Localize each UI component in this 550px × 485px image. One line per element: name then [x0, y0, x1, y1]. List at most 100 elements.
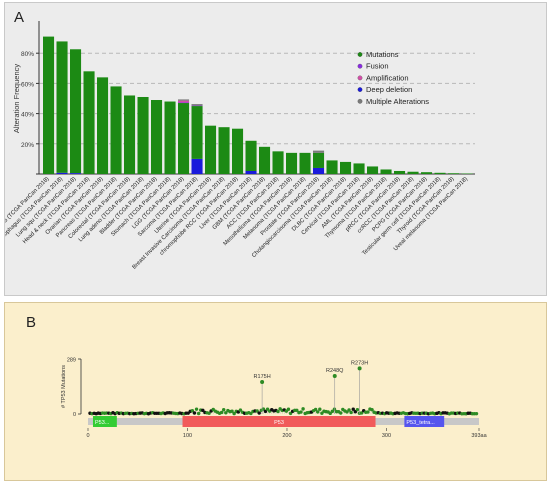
bar-deep-deletion [245, 170, 257, 174]
bar-deep-deletion [313, 167, 325, 174]
panel-a-letter: A [14, 9, 25, 26]
panel-b: B 289 0 # TP53 Mutations R175H R248Q R273H P53… [4, 302, 547, 481]
lollipop-head [232, 411, 236, 416]
lollipop-head [347, 408, 351, 412]
lollipop-head [196, 411, 201, 416]
protein-domain [92, 416, 117, 427]
x-tick-label: 100 [183, 433, 192, 439]
lollipop-head [257, 411, 261, 415]
bar-mutations [259, 146, 271, 174]
y-tick-label: 80% [21, 51, 34, 58]
protein-domain [182, 416, 376, 427]
bar-mutations [205, 125, 217, 174]
lollipop-head [224, 411, 228, 415]
bar-multiple-alterations [313, 150, 325, 153]
hotspot-head [332, 373, 337, 378]
lollipop-head [370, 408, 374, 412]
lollipop-head [192, 411, 197, 415]
x-tick-label: 200 [282, 433, 291, 439]
domain-label: P53 [274, 420, 284, 426]
lollipop-head [286, 407, 291, 411]
lollipop-head [355, 407, 360, 412]
y-tick-label: 60% [21, 81, 34, 88]
lollipop-head [295, 408, 299, 412]
protein-domain [404, 416, 445, 427]
hotspot-head [357, 366, 362, 371]
lollipop-head [301, 407, 305, 411]
bar-mutations [245, 140, 257, 171]
y-tick-label: 289 [67, 358, 76, 364]
lollipop-head [366, 410, 370, 414]
y-axis-label: # TP53 Mutations [61, 365, 67, 408]
domain-label: P53_tetra... [406, 420, 435, 426]
lollipop-head [219, 410, 224, 415]
legend-marker [357, 87, 363, 92]
bar-mutations [43, 36, 55, 175]
tp53-lollipop-plot: 289 0 # TP53 Mutations R175H R248Q R273H P53..… [61, 358, 488, 440]
legend-label: Mutations [366, 50, 399, 59]
legend-marker [357, 52, 363, 57]
lollipop-head [474, 411, 479, 416]
bar-mutations [421, 172, 433, 174]
hotspot-head [260, 380, 265, 385]
lollipop-head [207, 411, 211, 415]
bar-amplification [178, 100, 190, 103]
lollipop-head [190, 409, 195, 413]
bar-mutations [434, 172, 446, 174]
lollipop-head [263, 409, 268, 414]
lollipop-head [353, 410, 358, 414]
bar-deep-deletion [56, 172, 68, 174]
lollipop-head [201, 408, 205, 413]
lollipop-head [330, 409, 335, 414]
lollipop-head [222, 408, 226, 412]
lollipop-head [339, 411, 343, 415]
bar-mutations [380, 169, 392, 174]
bar-multiple-alterations [191, 104, 203, 106]
legend-marker [357, 75, 363, 81]
lollipop-head [230, 409, 234, 413]
y-tick-label: 40% [21, 112, 34, 119]
legend-marker [357, 98, 363, 104]
bar-mutations [110, 86, 122, 174]
bar-deep-deletion [70, 173, 82, 174]
bar-mutations [97, 77, 109, 174]
legend-label: Multiple Alterations [366, 97, 429, 106]
bar-mutations [164, 101, 176, 174]
lollipop-head [255, 409, 259, 413]
bar-mutations [407, 171, 419, 174]
bar-mutations [137, 96, 149, 174]
lollipop-head [351, 407, 355, 411]
bar-deep-deletion [191, 158, 203, 174]
lollipop-head [276, 409, 280, 414]
bar-mutations [286, 152, 298, 174]
bar-mutations [340, 161, 352, 174]
bar-mutations [367, 166, 379, 174]
y-tick-label: 20% [21, 142, 34, 149]
bar-mutations [191, 106, 203, 159]
legend-label: Deep deletion [366, 85, 412, 94]
x-tick-label: 393aa [471, 433, 487, 439]
legend-marker [357, 63, 363, 69]
bar-mutations [56, 41, 68, 173]
bar-mutations [326, 160, 338, 174]
bar-mutations [232, 128, 244, 174]
lollipop-head [194, 407, 199, 411]
lollipop-head [288, 411, 293, 416]
bar-mutations [124, 95, 136, 174]
hotspot-label: R248Q [326, 368, 344, 374]
bar-mutations [218, 127, 230, 174]
bar-mutations [178, 103, 190, 174]
lollipop-head [249, 411, 253, 416]
panel-a: A 20%40%60%80%Alteration FrequencyUterin… [0, 2, 547, 296]
x-tick-label: 0 [86, 433, 89, 439]
lollipop-head [349, 410, 353, 415]
legend-label: Amplification [366, 73, 409, 82]
x-tick-label: 300 [382, 433, 391, 439]
bar-mutations [272, 151, 284, 174]
y-axis-label: Alteration Frequency [12, 64, 21, 133]
lollipop-head [313, 407, 318, 412]
bar-mutations [70, 49, 82, 174]
domain-label: P53... [95, 420, 110, 426]
bar-mutations [83, 71, 95, 174]
bar-mutations [299, 152, 311, 174]
